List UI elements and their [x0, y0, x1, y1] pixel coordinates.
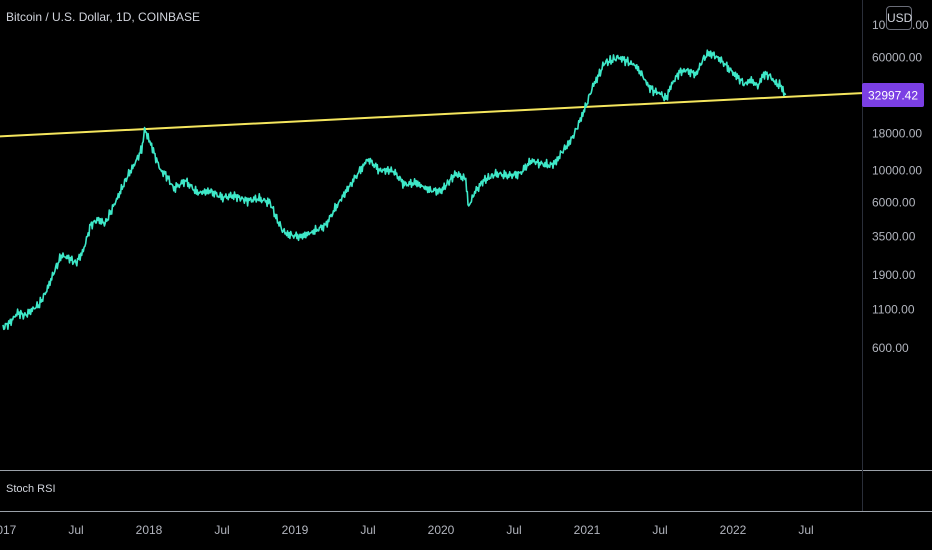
currency-button[interactable]: USD	[886, 6, 912, 30]
x-tick-label: 2017	[0, 523, 17, 537]
y-tick-label: 600.00	[872, 341, 909, 355]
x-tick-label: Jul	[360, 523, 375, 537]
y-tick-label: 3500.00	[872, 230, 916, 244]
x-tick-label: 2018	[136, 523, 163, 537]
price-series-line	[2, 49, 787, 331]
last-price-label: 32997.42	[868, 89, 918, 103]
y-tick-label: 60000.00	[872, 50, 922, 64]
x-tick-label: 2020	[428, 523, 455, 537]
indicator-label-stoch-rsi[interactable]: Stoch RSI	[6, 483, 56, 495]
y-tick-label: 1100.00	[872, 303, 915, 317]
y-tick-label: 10000.00	[872, 163, 922, 177]
x-tick-label: Jul	[68, 523, 83, 537]
x-tick-label: 2021	[574, 523, 601, 537]
y-tick-label: 18000.00	[872, 126, 922, 140]
x-tick-label: Jul	[798, 523, 813, 537]
y-tick-label: 1900.00	[872, 268, 916, 282]
x-tick-label: Jul	[652, 523, 667, 537]
x-tick-label: Jul	[214, 523, 229, 537]
y-tick-label: 6000.00	[872, 196, 916, 210]
symbol-title: Bitcoin / U.S. Dollar, 1D, COINBASE	[6, 10, 201, 24]
last-price-badge	[862, 83, 924, 107]
x-tick-label: 2022	[720, 523, 747, 537]
trendline	[0, 91, 880, 138]
x-tick-label: 2019	[282, 523, 309, 537]
x-tick-label: Jul	[506, 523, 521, 537]
